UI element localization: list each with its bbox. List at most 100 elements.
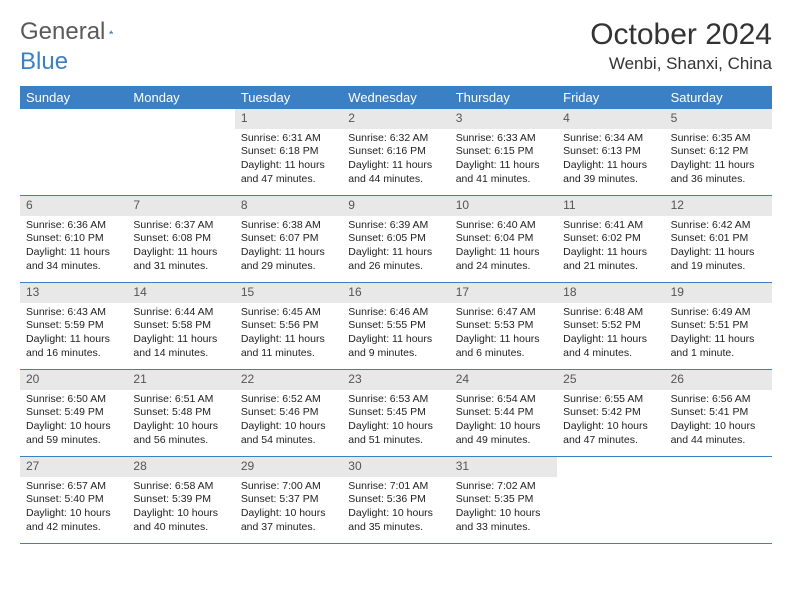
- day-dl2: and 35 minutes.: [348, 521, 443, 535]
- logo-text-blue: Blue: [20, 48, 68, 76]
- day-header-tue: Tuesday: [235, 86, 342, 109]
- location: Wenbi, Shanxi, China: [590, 54, 772, 74]
- calendar-cell: [557, 457, 664, 543]
- day-dl1: Daylight: 11 hours: [456, 246, 551, 260]
- day-ss: Sunset: 5:51 PM: [671, 319, 766, 333]
- day-info: Sunrise: 6:37 AMSunset: 6:08 PMDaylight:…: [127, 216, 234, 278]
- day-ss: Sunset: 5:55 PM: [348, 319, 443, 333]
- day-number: 29: [235, 457, 342, 477]
- day-number: 4: [557, 109, 664, 129]
- day-sr: Sunrise: 6:33 AM: [456, 132, 551, 146]
- day-number: 27: [20, 457, 127, 477]
- week-row: 27Sunrise: 6:57 AMSunset: 5:40 PMDayligh…: [20, 457, 772, 544]
- day-number: 22: [235, 370, 342, 390]
- day-info: Sunrise: 6:58 AMSunset: 5:39 PMDaylight:…: [127, 477, 234, 539]
- day-number: 14: [127, 283, 234, 303]
- weeks-container: 1Sunrise: 6:31 AMSunset: 6:18 PMDaylight…: [20, 109, 772, 544]
- calendar-cell: 24Sunrise: 6:54 AMSunset: 5:44 PMDayligh…: [450, 370, 557, 456]
- calendar-cell: 3Sunrise: 6:33 AMSunset: 6:15 PMDaylight…: [450, 109, 557, 195]
- day-ss: Sunset: 6:02 PM: [563, 232, 658, 246]
- calendar-cell: 2Sunrise: 6:32 AMSunset: 6:16 PMDaylight…: [342, 109, 449, 195]
- logo: General: [20, 18, 137, 46]
- day-ss: Sunset: 5:59 PM: [26, 319, 121, 333]
- day-dl2: and 49 minutes.: [456, 434, 551, 448]
- day-ss: Sunset: 6:04 PM: [456, 232, 551, 246]
- calendar-cell: 17Sunrise: 6:47 AMSunset: 5:53 PMDayligh…: [450, 283, 557, 369]
- week-row: 20Sunrise: 6:50 AMSunset: 5:49 PMDayligh…: [20, 370, 772, 457]
- day-info: Sunrise: 6:35 AMSunset: 6:12 PMDaylight:…: [665, 129, 772, 191]
- day-sr: Sunrise: 6:53 AM: [348, 393, 443, 407]
- day-ss: Sunset: 5:44 PM: [456, 406, 551, 420]
- day-ss: Sunset: 5:49 PM: [26, 406, 121, 420]
- day-ss: Sunset: 5:41 PM: [671, 406, 766, 420]
- day-ss: Sunset: 6:12 PM: [671, 145, 766, 159]
- day-ss: Sunset: 5:52 PM: [563, 319, 658, 333]
- day-ss: Sunset: 6:13 PM: [563, 145, 658, 159]
- calendar-cell: 28Sunrise: 6:58 AMSunset: 5:39 PMDayligh…: [127, 457, 234, 543]
- day-dl2: and 39 minutes.: [563, 173, 658, 187]
- day-dl2: and 34 minutes.: [26, 260, 121, 274]
- calendar-cell: 13Sunrise: 6:43 AMSunset: 5:59 PMDayligh…: [20, 283, 127, 369]
- day-number: 13: [20, 283, 127, 303]
- calendar-cell: 21Sunrise: 6:51 AMSunset: 5:48 PMDayligh…: [127, 370, 234, 456]
- day-sr: Sunrise: 6:38 AM: [241, 219, 336, 233]
- day-dl1: Daylight: 10 hours: [563, 420, 658, 434]
- day-number: 2: [342, 109, 449, 129]
- day-header-sat: Saturday: [665, 86, 772, 109]
- day-ss: Sunset: 5:36 PM: [348, 493, 443, 507]
- day-header-wed: Wednesday: [342, 86, 449, 109]
- day-info: Sunrise: 6:41 AMSunset: 6:02 PMDaylight:…: [557, 216, 664, 278]
- calendar-cell: 22Sunrise: 6:52 AMSunset: 5:46 PMDayligh…: [235, 370, 342, 456]
- day-info: Sunrise: 6:48 AMSunset: 5:52 PMDaylight:…: [557, 303, 664, 365]
- day-dl1: Daylight: 11 hours: [456, 159, 551, 173]
- logo-text-gray: General: [20, 18, 105, 46]
- day-info: Sunrise: 6:39 AMSunset: 6:05 PMDaylight:…: [342, 216, 449, 278]
- day-ss: Sunset: 5:37 PM: [241, 493, 336, 507]
- day-info: Sunrise: 6:42 AMSunset: 6:01 PMDaylight:…: [665, 216, 772, 278]
- day-sr: Sunrise: 6:55 AM: [563, 393, 658, 407]
- day-info: Sunrise: 6:36 AMSunset: 6:10 PMDaylight:…: [20, 216, 127, 278]
- day-header-sun: Sunday: [20, 86, 127, 109]
- calendar-cell: 30Sunrise: 7:01 AMSunset: 5:36 PMDayligh…: [342, 457, 449, 543]
- calendar-cell: 26Sunrise: 6:56 AMSunset: 5:41 PMDayligh…: [665, 370, 772, 456]
- day-ss: Sunset: 5:42 PM: [563, 406, 658, 420]
- day-number: 18: [557, 283, 664, 303]
- day-dl2: and 31 minutes.: [133, 260, 228, 274]
- day-number: 5: [665, 109, 772, 129]
- day-number: 8: [235, 196, 342, 216]
- day-sr: Sunrise: 6:32 AM: [348, 132, 443, 146]
- day-sr: Sunrise: 6:45 AM: [241, 306, 336, 320]
- day-dl1: Daylight: 11 hours: [241, 159, 336, 173]
- day-dl2: and 37 minutes.: [241, 521, 336, 535]
- day-ss: Sunset: 6:18 PM: [241, 145, 336, 159]
- day-dl2: and 47 minutes.: [241, 173, 336, 187]
- day-info: Sunrise: 6:31 AMSunset: 6:18 PMDaylight:…: [235, 129, 342, 191]
- day-ss: Sunset: 6:16 PM: [348, 145, 443, 159]
- calendar-cell: 27Sunrise: 6:57 AMSunset: 5:40 PMDayligh…: [20, 457, 127, 543]
- calendar-cell: 25Sunrise: 6:55 AMSunset: 5:42 PMDayligh…: [557, 370, 664, 456]
- day-info: Sunrise: 6:46 AMSunset: 5:55 PMDaylight:…: [342, 303, 449, 365]
- day-sr: Sunrise: 7:01 AM: [348, 480, 443, 494]
- day-info: Sunrise: 6:47 AMSunset: 5:53 PMDaylight:…: [450, 303, 557, 365]
- day-dl2: and 54 minutes.: [241, 434, 336, 448]
- calendar-cell: 11Sunrise: 6:41 AMSunset: 6:02 PMDayligh…: [557, 196, 664, 282]
- day-info: Sunrise: 6:52 AMSunset: 5:46 PMDaylight:…: [235, 390, 342, 452]
- day-ss: Sunset: 6:07 PM: [241, 232, 336, 246]
- day-dl1: Daylight: 10 hours: [671, 420, 766, 434]
- day-number: 15: [235, 283, 342, 303]
- day-ss: Sunset: 5:48 PM: [133, 406, 228, 420]
- day-info: Sunrise: 6:57 AMSunset: 5:40 PMDaylight:…: [20, 477, 127, 539]
- day-sr: Sunrise: 7:00 AM: [241, 480, 336, 494]
- calendar-cell: 23Sunrise: 6:53 AMSunset: 5:45 PMDayligh…: [342, 370, 449, 456]
- day-info: Sunrise: 7:00 AMSunset: 5:37 PMDaylight:…: [235, 477, 342, 539]
- day-number: 10: [450, 196, 557, 216]
- day-ss: Sunset: 5:46 PM: [241, 406, 336, 420]
- calendar-cell: 8Sunrise: 6:38 AMSunset: 6:07 PMDaylight…: [235, 196, 342, 282]
- day-info: Sunrise: 6:53 AMSunset: 5:45 PMDaylight:…: [342, 390, 449, 452]
- day-dl2: and 4 minutes.: [563, 347, 658, 361]
- calendar-cell: 4Sunrise: 6:34 AMSunset: 6:13 PMDaylight…: [557, 109, 664, 195]
- day-info: Sunrise: 6:50 AMSunset: 5:49 PMDaylight:…: [20, 390, 127, 452]
- day-sr: Sunrise: 6:44 AM: [133, 306, 228, 320]
- day-sr: Sunrise: 6:35 AM: [671, 132, 766, 146]
- day-dl2: and 47 minutes.: [563, 434, 658, 448]
